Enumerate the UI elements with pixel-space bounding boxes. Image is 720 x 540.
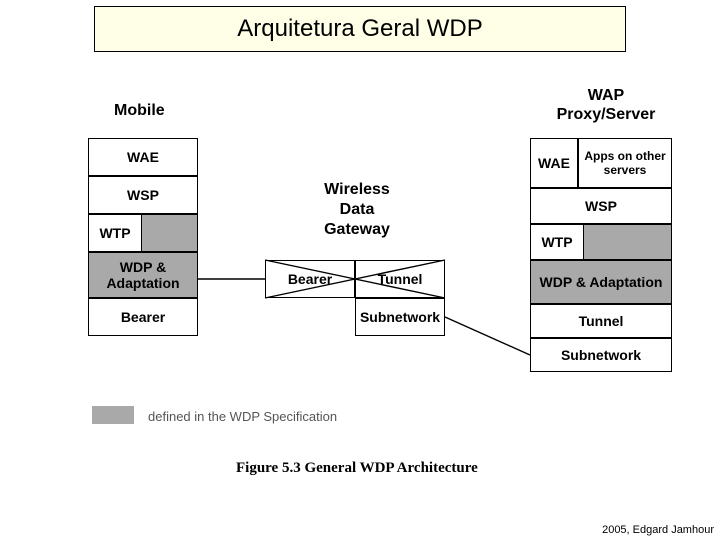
- legend-swatch: [92, 406, 134, 424]
- footer-credit: 2005, Edgard Jamhour: [602, 524, 714, 536]
- server-top-cell-1: Apps on other servers: [578, 138, 672, 188]
- server-cell-3: Tunnel: [530, 304, 672, 338]
- mobile-cell-0: WAE: [88, 138, 198, 176]
- server-cell-4: Subnetwork: [530, 338, 672, 372]
- server-top-cell-0: WAE: [530, 138, 578, 188]
- gateway-cell-0-1: Tunnel: [355, 260, 445, 298]
- mobile-cell-2: WTP: [88, 214, 142, 252]
- gateway-cell-1-1: Subnetwork: [355, 298, 445, 336]
- server-cell-2: WDP & Adaptation: [530, 260, 672, 304]
- figure-caption: Figure 5.3 General WDP Architecture: [236, 460, 478, 477]
- server-cell-1: WTP: [530, 224, 584, 260]
- mobile-label: Mobile: [114, 102, 165, 120]
- server-label: WAPProxy/Server: [546, 86, 666, 124]
- mobile-cell-1: WSP: [88, 176, 198, 214]
- server-stack: WAEApps on other serversWSPWTPWDP & Adap…: [530, 138, 672, 372]
- server-cell-0: WSP: [530, 188, 672, 224]
- gateway-cell-0-0: Bearer: [265, 260, 355, 298]
- mobile-stack: WAEWSPWTPWDP & AdaptationBearer: [88, 138, 198, 336]
- gateway-label: WirelessDataGateway: [312, 180, 402, 240]
- gateway-stack: BearerTunnelSubnetwork: [265, 260, 445, 336]
- mobile-cell-3: WDP & Adaptation: [88, 252, 198, 298]
- legend-text: defined in the WDP Specification: [148, 409, 337, 424]
- mobile-cell-4: Bearer: [88, 298, 198, 336]
- slide-title-text: Arquitetura Geral WDP: [237, 15, 482, 43]
- slide-title: Arquitetura Geral WDP: [94, 6, 626, 52]
